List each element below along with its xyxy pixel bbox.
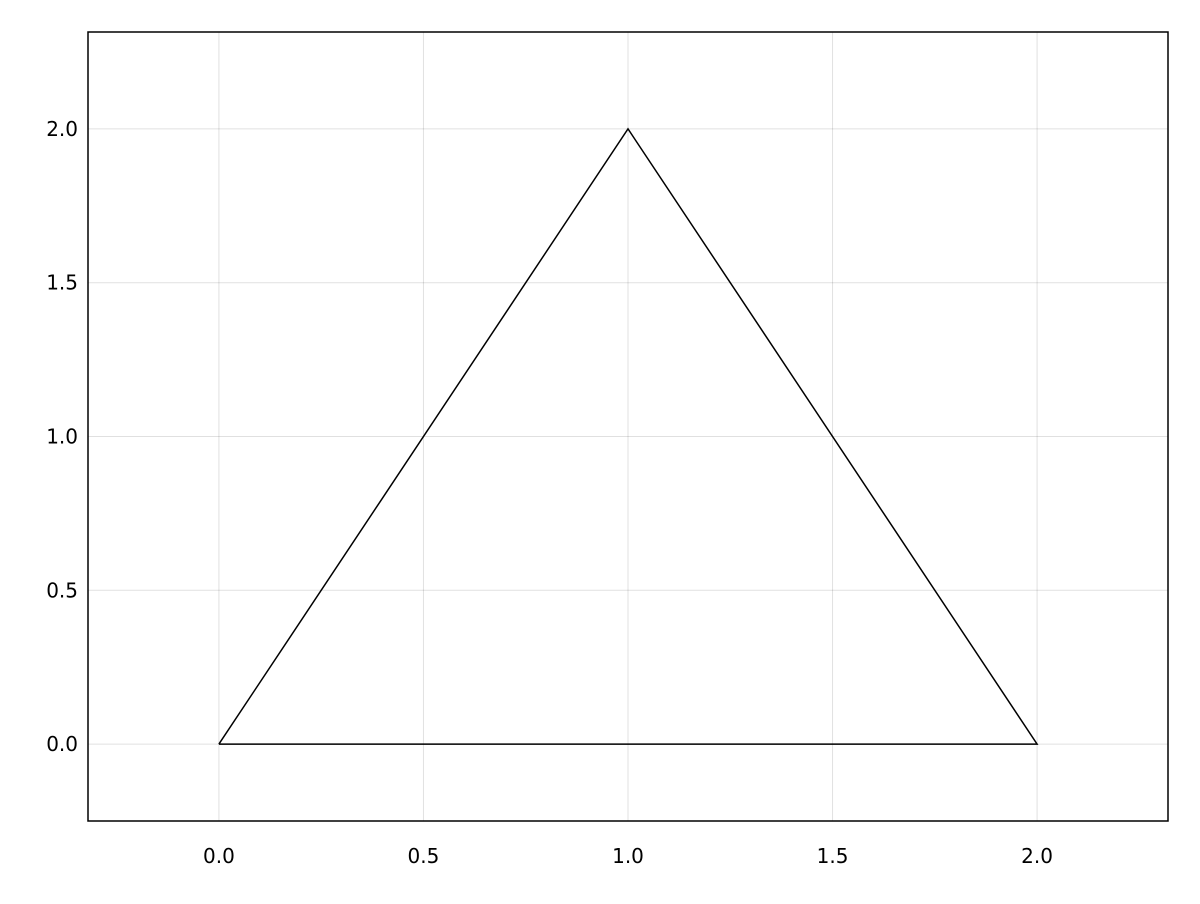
y-tick-label: 0.5 xyxy=(46,578,78,602)
x-tick-label: 1.0 xyxy=(612,844,644,868)
x-tick-label: 2.0 xyxy=(1021,844,1053,868)
y-tick-label: 1.0 xyxy=(46,424,78,448)
x-tick-label: 1.5 xyxy=(817,844,849,868)
x-axis: 0.0 0.5 1.0 1.5 2.0 xyxy=(203,844,1053,868)
y-axis: 0.0 0.5 1.0 1.5 2.0 xyxy=(46,117,78,756)
y-tick-label: 0.0 xyxy=(46,732,78,756)
x-tick-label: 0.0 xyxy=(203,844,235,868)
y-tick-label: 2.0 xyxy=(46,117,78,141)
series-line xyxy=(218,127,1039,745)
x-tick-label: 0.5 xyxy=(408,844,440,868)
axes-frame xyxy=(87,31,1169,822)
series xyxy=(218,127,1039,745)
grid xyxy=(88,32,1168,821)
y-tick-label: 1.5 xyxy=(46,271,78,295)
